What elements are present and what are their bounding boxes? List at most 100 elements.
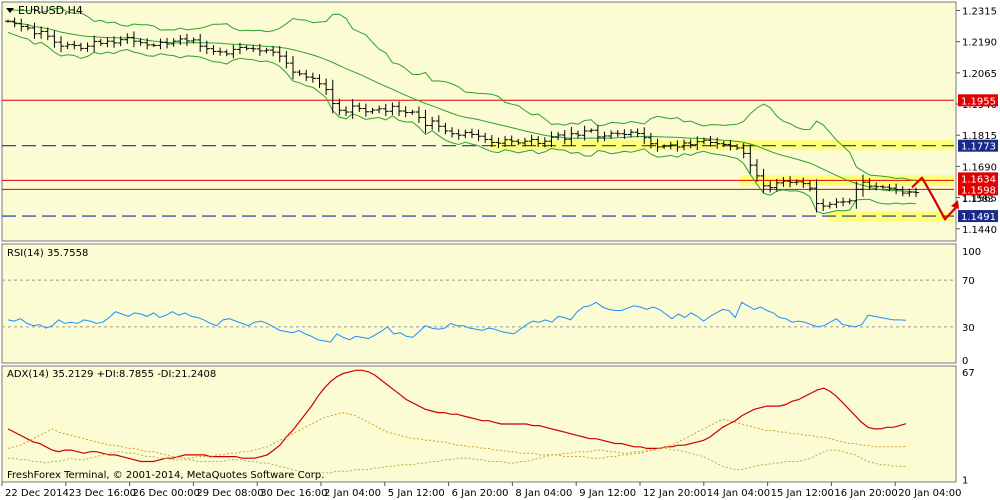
ohlc-bar bbox=[707, 136, 714, 147]
adx-axis: 67 1 bbox=[962, 368, 975, 486]
adx-tick-label: 67 bbox=[962, 368, 975, 379]
band-middle bbox=[7, 20, 917, 193]
ohlc-bar bbox=[177, 35, 184, 46]
ohlc-bar bbox=[349, 99, 356, 119]
ohlc-bar bbox=[256, 43, 263, 56]
ohlc-bar bbox=[243, 45, 250, 51]
time-tick-label: 12 Jan 20:00 bbox=[643, 488, 706, 499]
ohlc-bar bbox=[502, 135, 509, 147]
ohlc-bar bbox=[793, 179, 800, 185]
ohlc-bar bbox=[104, 37, 111, 48]
ohlc-bar bbox=[309, 72, 316, 83]
time-tick-label: 5 Jan 12:00 bbox=[388, 488, 445, 499]
envelope-bands bbox=[7, 7, 917, 215]
ohlc-bar bbox=[18, 18, 25, 32]
ohlc-bar bbox=[24, 24, 31, 31]
price-tick-label: 1.2315 bbox=[962, 6, 997, 17]
ohlc-bar bbox=[422, 109, 429, 134]
ohlc-bar bbox=[482, 132, 489, 143]
ohlc-bar bbox=[475, 129, 482, 142]
price-tag bbox=[958, 139, 998, 152]
ohlc-bar bbox=[734, 144, 741, 151]
ohlc-bar bbox=[568, 127, 575, 146]
ohlc-bar bbox=[714, 137, 721, 149]
ohlc-bar bbox=[833, 198, 840, 209]
ohlc-bar bbox=[362, 103, 369, 117]
rsi-series-line bbox=[7, 301, 907, 343]
ohlc-bar bbox=[303, 69, 310, 82]
band-lower bbox=[7, 31, 917, 215]
price-tag-label: 1.1598 bbox=[961, 185, 996, 196]
ohlc-bar bbox=[144, 38, 151, 50]
ohlc-bar bbox=[402, 106, 409, 118]
ohlc-bar bbox=[747, 144, 754, 174]
ohlc-bar bbox=[866, 178, 873, 191]
ohlc-bar bbox=[740, 143, 747, 159]
current-price-label: 1.1583 bbox=[962, 195, 994, 205]
ohlc-bar bbox=[661, 144, 668, 149]
time-tick-label: 30 Dec 16:00 bbox=[260, 488, 327, 499]
adx-title: ADX(14) 35.2129 +DI:8.7855 -DI:21.2408 bbox=[7, 369, 216, 380]
time-tick-label: 15 Jan 12:00 bbox=[771, 488, 834, 499]
price-levels bbox=[2, 99, 954, 217]
rsi-plot-area bbox=[1, 243, 957, 364]
ohlc-bar bbox=[230, 44, 237, 59]
ohlc-bar bbox=[376, 105, 383, 114]
ohlc-bar bbox=[11, 17, 18, 28]
arrow-head-icon bbox=[951, 200, 959, 210]
price-tag-label: 1.1491 bbox=[961, 212, 996, 223]
chevron-down-icon[interactable] bbox=[6, 8, 14, 13]
ohlc-bar bbox=[687, 139, 694, 149]
ohlc-bar bbox=[429, 116, 436, 130]
ohlc-bar bbox=[826, 201, 833, 209]
ohlc-bar bbox=[608, 130, 615, 139]
ohlc-bar bbox=[111, 36, 118, 48]
ohlc-bar bbox=[574, 130, 581, 139]
ohlc-bar bbox=[840, 197, 847, 207]
time-tick-label: 26 Dec 00:00 bbox=[133, 488, 200, 499]
forecast-arrow bbox=[911, 176, 959, 221]
ohlc-bar bbox=[654, 138, 661, 152]
ohlc-bar bbox=[468, 128, 475, 139]
ohlc-bar bbox=[44, 27, 51, 41]
time-tick-label: 8 Jan 04:00 bbox=[515, 488, 572, 499]
price-tag bbox=[958, 210, 998, 223]
ohlc-bar bbox=[263, 47, 270, 54]
rsi-levels bbox=[2, 279, 954, 328]
ohlc-bar bbox=[462, 129, 469, 139]
ohlc-bar bbox=[628, 129, 635, 138]
ohlc-bar bbox=[38, 26, 45, 39]
ohlc-bar bbox=[760, 168, 767, 193]
band-upper bbox=[7, 7, 917, 181]
price-tick-label: 1.1815 bbox=[962, 131, 997, 142]
time-tick-label: 20 Jan 04:00 bbox=[898, 488, 961, 499]
ohlc-bar bbox=[130, 31, 137, 48]
ohlc-bar bbox=[5, 19, 11, 23]
ohlc-bar bbox=[853, 181, 860, 209]
ohlc-bar bbox=[223, 49, 230, 57]
ohlc-bar bbox=[137, 38, 144, 46]
price-tick-label: 1.1440 bbox=[962, 225, 997, 236]
ohlc-bar bbox=[84, 42, 91, 52]
ohlc-bar bbox=[495, 137, 502, 148]
ohlc-bar bbox=[621, 129, 628, 139]
time-tick-label: 14 Jan 04:00 bbox=[707, 488, 770, 499]
ohlc-bar bbox=[535, 136, 542, 147]
adx-tick-label: 1 bbox=[962, 475, 968, 486]
ohlc-bar bbox=[893, 183, 900, 195]
minus-di-line bbox=[7, 412, 907, 459]
price-tick-label: 1.1690 bbox=[962, 162, 997, 173]
time-tick-label: 23 Dec 16:00 bbox=[69, 488, 136, 499]
ohlc-bar bbox=[820, 198, 827, 211]
ohlc-bar bbox=[197, 34, 204, 52]
ohlc-bar bbox=[846, 198, 853, 205]
ohlc-bar bbox=[64, 41, 71, 50]
ohlc-bar bbox=[528, 134, 535, 146]
ohlc-bar bbox=[117, 36, 124, 47]
ohlc-bar bbox=[879, 184, 886, 189]
ohlc-bar bbox=[449, 127, 456, 138]
ohlc-bar bbox=[183, 33, 190, 46]
price-tick-label: 1.1565 bbox=[962, 194, 997, 205]
ohlc-bar bbox=[727, 140, 734, 151]
ohlc-bar bbox=[773, 178, 780, 192]
